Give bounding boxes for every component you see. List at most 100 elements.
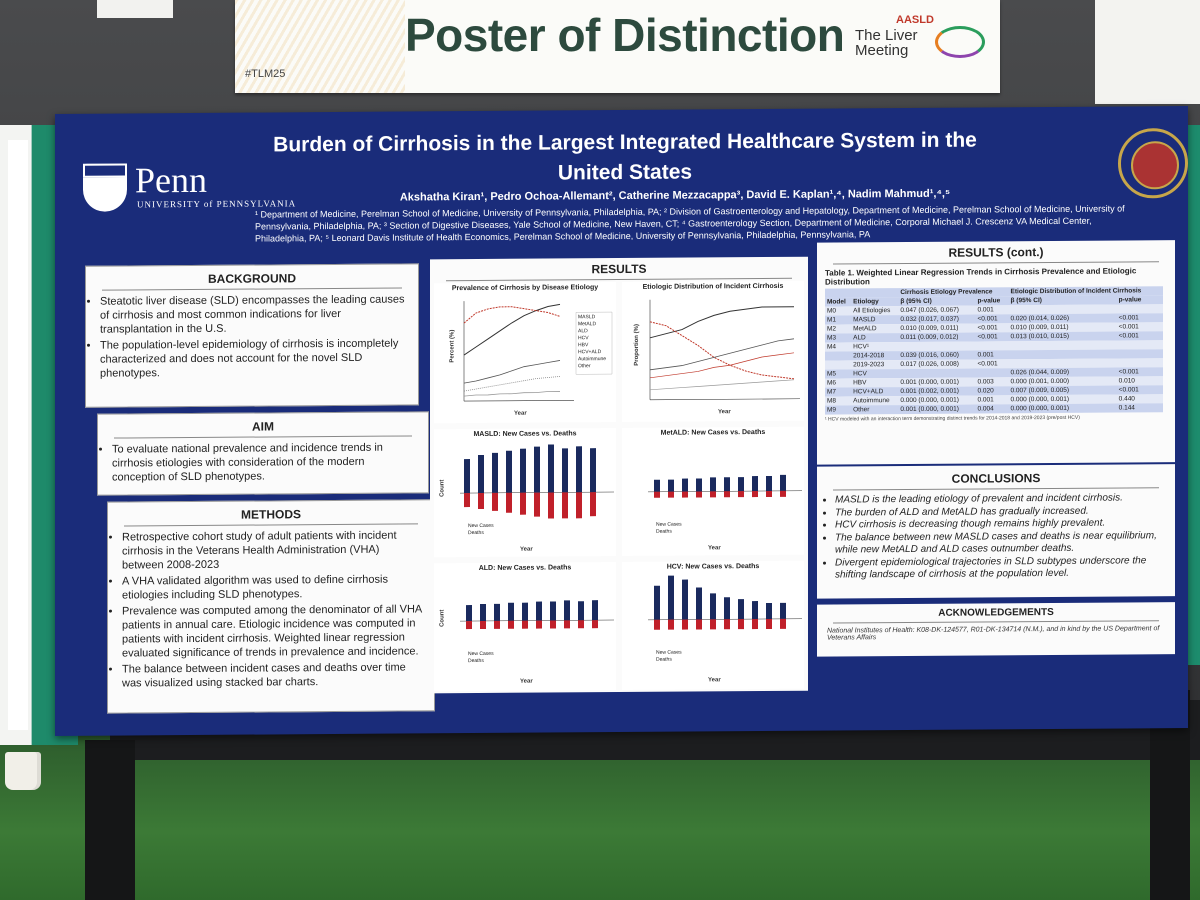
background-heading: BACKGROUND (102, 270, 402, 291)
small-sign (97, 0, 173, 18)
col-etiology: Etiology (853, 298, 879, 306)
table-cell: 2014-2018 (853, 352, 885, 360)
table-cell: M8 (827, 397, 837, 405)
methods-item: Retrospective cohort study of adult pati… (122, 528, 424, 572)
table-cell: 0.003 (977, 378, 994, 386)
table-cell (976, 368, 1009, 377)
ald-count-label: Count (439, 609, 446, 627)
table-cell: Autoimmune (853, 397, 890, 405)
table-cell: HBV (853, 379, 867, 387)
results-panel: RESULTS Prevalence of Cirrhosis by Disea… (430, 256, 808, 694)
legend-deaths: Deaths (656, 528, 672, 535)
regression-table: Cirrhosis Etiology Prevalence Etiologic … (825, 286, 1163, 415)
table-cell: 0.001 (977, 351, 994, 359)
table-cell: M7 (827, 388, 837, 396)
table-cell: M6 (827, 379, 837, 387)
poster-affiliations: ¹ Department of Medicine, Perelman Schoo… (255, 203, 1125, 244)
metald-bar-chart: MetALD: New Cases vs. Deaths New Cases D… (622, 426, 804, 556)
distribution-chart-title: Etiologic Distribution of Incident Cirrh… (642, 282, 784, 291)
table-note: ¹ HCV modeled with an interaction term d… (825, 414, 1080, 423)
distribution-chart-svg (649, 299, 800, 401)
table-cell: <0.001 (1118, 332, 1139, 340)
poster-title: Burden of Cirrhosis in the Largest Integ… (273, 128, 977, 185)
table-cell (976, 341, 1009, 350)
table-cell: M2 (827, 325, 837, 333)
table-cell: MetALD (853, 325, 877, 333)
table-cell: M1 (827, 316, 837, 324)
table-cell: <0.001 (1118, 323, 1139, 331)
methods-box: METHODS Retrospective cohort study of ad… (107, 499, 435, 714)
results-cont-panel: RESULTS (cont.) Table 1. Weighted Linear… (817, 240, 1175, 465)
table-title: Table 1. Weighted Linear Regression Tren… (825, 266, 1137, 287)
metald-x-label: Year (708, 545, 721, 552)
distribution-y-label: Proportion (%) (633, 324, 640, 366)
table-cell: HCV¹ (853, 343, 869, 351)
table-cell: M0 (827, 307, 837, 315)
table-cell: Other (853, 406, 870, 414)
hcv-bar-chart: HCV: New Cases vs. Deaths New Cases Deat… (622, 560, 804, 690)
methods-item: Prevalence was computed among the denomi… (122, 602, 424, 660)
table-cell (1117, 340, 1163, 349)
table-cell: M5 (827, 370, 837, 378)
background-item: The population-level epidemiology of cir… (100, 336, 408, 380)
hashtag: #TLM25 (245, 68, 286, 80)
liver-meeting-logo-icon (935, 26, 985, 58)
table-cell: 0.020 (977, 387, 994, 395)
conclusions-heading: CONCLUSIONS (833, 470, 1159, 491)
table-cell: 0.004 (977, 405, 994, 413)
table-cell: ALD (853, 334, 866, 342)
col-model: Model (827, 298, 846, 306)
distinction-sign: #TLM25 Poster of Distinction AASLD The L… (235, 0, 1000, 93)
table-cell: 0.440 (1118, 395, 1135, 403)
table-cell (825, 360, 851, 369)
hcv-chart-title: HCV: New Cases vs. Deaths (666, 563, 760, 571)
ald-legend: New Cases Deaths (468, 651, 494, 665)
ald-bar-chart: ALD: New Cases vs. Deaths Count New Case… (434, 562, 616, 692)
masld-bar-chart: MASLD: New Cases vs. Deaths Count New Ca… (434, 428, 616, 558)
table-cell: <0.001 (977, 315, 998, 323)
va-seal-icon (1118, 128, 1188, 199)
table-cell: 0.001 (0.000, 0.001) (900, 405, 959, 414)
table-cell: HCV (853, 370, 867, 378)
aim-heading: AIM (114, 418, 412, 439)
table-cell: <0.001 (977, 333, 998, 341)
wave-pattern (235, 0, 405, 93)
acknowledgements-heading: ACKNOWLEDGEMENTS (833, 606, 1159, 624)
penn-shield-icon (83, 163, 127, 212)
distribution-x-label: Year (718, 409, 731, 416)
methods-heading: METHODS (124, 506, 418, 527)
methods-item: A VHA validated algorithm was used to de… (122, 572, 424, 602)
masld-chart-title: MASLD: New Cases vs. Deaths (473, 430, 577, 439)
table-cell: <0.001 (1118, 386, 1139, 394)
hcv-legend: New Cases Deaths (656, 650, 682, 664)
prevalence-chart-title: Prevalence of Cirrhosis by Disease Etiol… (451, 284, 599, 293)
table-cell: 0.001 (977, 306, 994, 314)
prevalence-x-label: Year (514, 410, 527, 417)
table-cell: <0.001 (1118, 368, 1139, 376)
table-cell: 0.001 (977, 396, 994, 404)
conclusions-panel: CONCLUSIONS MASLD is the leading etiolog… (817, 464, 1175, 599)
table-cell (825, 351, 851, 360)
conclusion-item: Divergent epidemiological trajectories i… (835, 555, 1165, 582)
table-cell (1117, 358, 1163, 367)
table-cell: HCV+ALD (853, 388, 884, 396)
prevalence-chart-svg (463, 301, 613, 402)
legend-deaths: Deaths (468, 657, 484, 665)
results-heading: RESULTS (446, 260, 792, 282)
legend-entry: Other (578, 363, 591, 370)
table-cell (1117, 304, 1163, 313)
background-item: Steatotic liver disease (SLD) encompasse… (100, 292, 408, 336)
acknowledgements-text: National Institutes of Health: K08-DK-12… (827, 625, 1160, 642)
table-row: M9 Other 0.001 (0.000, 0.001) 0.004 0.000 (0… (825, 403, 1163, 415)
table-cell (1117, 349, 1163, 358)
paper-sheet (1095, 0, 1200, 104)
legend-deaths: Deaths (468, 529, 484, 537)
col-p: p-value (977, 297, 1001, 305)
aasld-label: AASLD (896, 14, 934, 26)
conclusion-item: The balance between new MASLD cases and … (835, 530, 1165, 557)
table-cell: 0.144 (1118, 404, 1135, 412)
masld-bar-svg (460, 444, 614, 519)
col-p: p-value (1118, 296, 1142, 304)
masld-legend: New Cases Deaths (468, 523, 494, 537)
table-cell: <0.001 (1118, 314, 1139, 322)
